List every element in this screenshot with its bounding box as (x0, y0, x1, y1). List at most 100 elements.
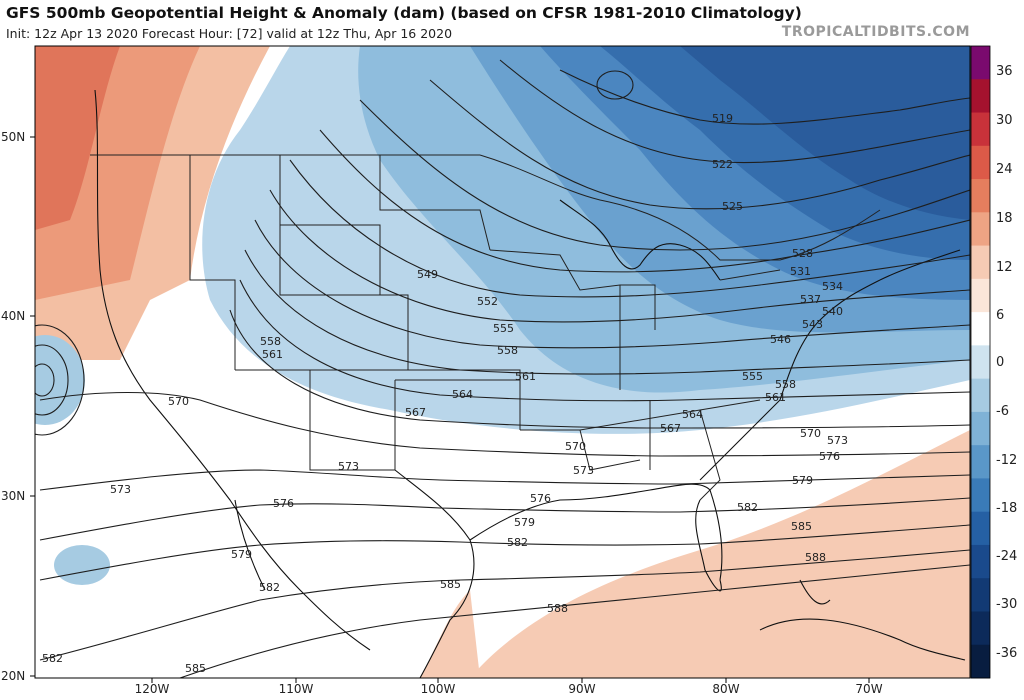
contour-label: 585 (185, 662, 206, 675)
contour-label: 561 (262, 348, 283, 361)
map-subtitle: Init: 12z Apr 13 2020 Forecast Hour: [72… (6, 26, 453, 41)
contour-label: 552 (477, 295, 498, 308)
colorbar-labels: 36 30 24 18 12 6 0 -6 -12 -18 -24 -30 -3… (996, 64, 1017, 661)
contour-label: 582 (507, 536, 528, 549)
contour-label: 555 (493, 322, 514, 335)
contour-label: 579 (792, 474, 813, 487)
contour-label-group: 519 522 525 528 531 534 537 540 543 546 … (42, 112, 848, 675)
colorbar-swatch (971, 278, 990, 313)
colorbar-swatch (971, 578, 990, 612)
colorbar-frame (970, 45, 991, 679)
map-frame (34, 45, 971, 679)
colorbar-swatch (971, 611, 990, 646)
contour-label: 528 (792, 247, 813, 260)
contour-label: 537 (800, 293, 821, 306)
colorbar-label: -6 (996, 404, 1009, 419)
colorbar-swatch (971, 378, 990, 413)
colorbar-label: 24 (996, 162, 1013, 177)
height-contours (35, 59, 970, 678)
contour-label: 573 (338, 460, 359, 473)
contour-label: 579 (231, 548, 252, 561)
lat-label: 50N (1, 130, 25, 144)
contour-label: 525 (722, 200, 743, 213)
contour-label: 534 (822, 280, 843, 293)
contour-label: 561 (515, 370, 536, 383)
colorbar: 36 30 24 18 12 6 0 -6 -12 -18 -24 -30 -3… (970, 45, 1017, 679)
contour-label: 582 (42, 652, 63, 665)
contour-label: 543 (802, 318, 823, 331)
contour-label: 564 (452, 388, 473, 401)
longitude-axis: 120W 110W 100W 90W 80W 70W (135, 678, 883, 696)
contour-label: 558 (497, 344, 518, 357)
lat-label: 30N (1, 489, 25, 503)
colorbar-swatch (971, 478, 990, 513)
colorbar-swatch (971, 544, 990, 579)
colorbar-swatches (971, 46, 990, 679)
contour-label: 582 (737, 501, 758, 514)
map-title: GFS 500mb Geopotential Height & Anomaly … (6, 4, 802, 22)
political-borders (90, 154, 881, 501)
contour-label: 558 (260, 335, 281, 348)
contour-label: 573 (827, 434, 848, 447)
contour-label: 540 (822, 305, 843, 318)
contour-label: 579 (514, 516, 535, 529)
colorbar-label: 18 (996, 211, 1013, 226)
contour-label: 582 (259, 581, 280, 594)
brand-watermark: TROPICALTIDBITS.COM (781, 24, 970, 40)
colorbar-label: -24 (996, 549, 1017, 564)
contour-label: 588 (547, 602, 568, 615)
contour-label: 570 (800, 427, 821, 440)
contour-label: 576 (819, 450, 840, 463)
coastlines (94, 89, 966, 678)
colorbar-label: -30 (996, 597, 1017, 612)
colorbar-swatch (971, 179, 990, 213)
contour-label: 558 (775, 378, 796, 391)
colorbar-swatch (971, 312, 990, 346)
colorbar-label: 12 (996, 260, 1013, 275)
lon-label: 110W (279, 682, 314, 696)
colorbar-swatch (971, 112, 990, 147)
colorbar-label: 6 (996, 308, 1004, 323)
contour-label: 585 (440, 578, 461, 591)
contour-label: 570 (168, 395, 189, 408)
colorbar-label: -36 (996, 646, 1017, 661)
colorbar-swatch (971, 145, 990, 180)
lat-label: 20N (1, 669, 25, 683)
contour-label: 531 (790, 265, 811, 278)
colorbar-label: -12 (996, 453, 1017, 468)
colorbar-swatch (971, 79, 990, 114)
colorbar-swatch (971, 46, 990, 80)
contour-label: 576 (530, 492, 551, 505)
latitude-axis: 50N 40N 30N 20N (1, 130, 35, 683)
contour-label: 573 (573, 464, 594, 477)
colorbar-label: 0 (996, 355, 1004, 370)
contour-label: 567 (660, 422, 681, 435)
colorbar-label: -18 (996, 501, 1017, 516)
colorbar-label: 30 (996, 113, 1013, 128)
colorbar-swatch (971, 345, 990, 380)
colorbar-swatch (971, 445, 990, 479)
contour-label: 549 (417, 268, 438, 281)
lon-label: 90W (568, 682, 595, 696)
colorbar-swatch (971, 411, 990, 446)
contour-label: 585 (791, 520, 812, 533)
colorbar-swatch (971, 212, 990, 247)
contour-label: 522 (712, 158, 733, 171)
contour-label: 546 (770, 333, 791, 346)
lon-label: 100W (421, 682, 456, 696)
lon-label: 80W (712, 682, 739, 696)
contour-label: 567 (405, 406, 426, 419)
colorbar-swatch (971, 644, 990, 679)
lon-label: 70W (855, 682, 882, 696)
lat-label: 40N (1, 309, 25, 323)
lon-label: 120W (135, 682, 170, 696)
contour-label: 576 (273, 497, 294, 510)
colorbar-swatch (971, 245, 990, 280)
contour-label: 564 (682, 408, 703, 421)
contour-label: 555 (742, 370, 763, 383)
contour-label: 588 (805, 551, 826, 564)
colorbar-swatch (971, 511, 990, 546)
anomaly-field (35, 46, 970, 678)
